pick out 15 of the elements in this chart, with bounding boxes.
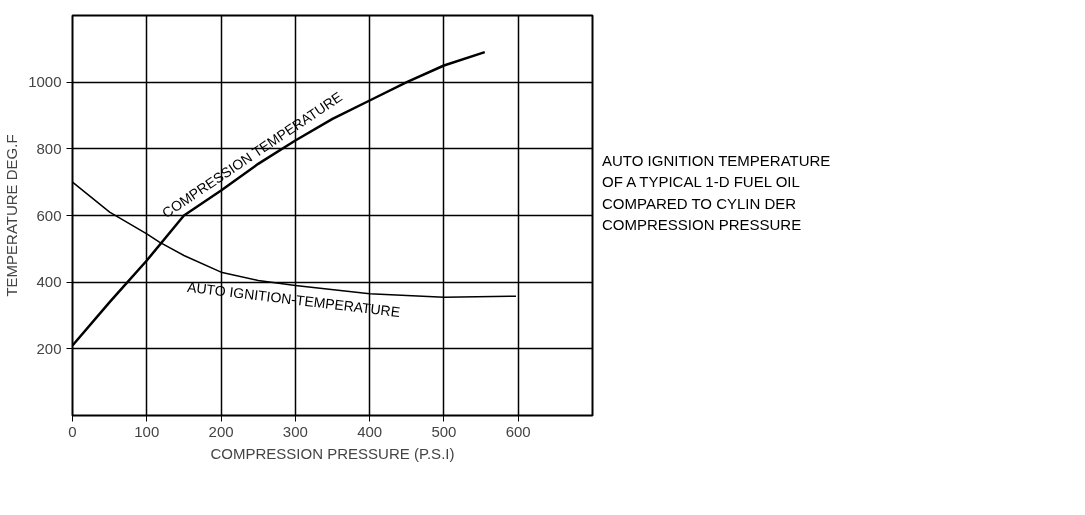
x-tick-label: 300 <box>282 422 308 440</box>
x-tick-label: 0 <box>68 422 77 440</box>
x-tick-label: 500 <box>431 422 457 440</box>
y-axis-title: TEMPERATURE DEG.F <box>3 134 21 297</box>
y-tick-label: 400 <box>36 273 62 291</box>
y-tick-label: 200 <box>36 339 62 357</box>
text: AUTO IGNITION TEMPERATURE OF A TYPICAL 1-D FUEL OIL COMPARED TO CYLIN DER COMPRESSION PRESSURE <box>602 151 831 236</box>
y-tick-label: 800 <box>36 139 62 157</box>
y-tick-label: 1000 <box>28 73 62 91</box>
x-tick-label: 100 <box>134 422 160 440</box>
x-tick-label: 400 <box>357 422 383 440</box>
y-tick-label: 600 <box>36 206 62 224</box>
x-tick-label: 200 <box>208 422 234 440</box>
x-tick-label: 600 <box>505 422 531 440</box>
x-axis-title: COMPRESSION PRESSURE (P.S.I) <box>210 444 455 462</box>
